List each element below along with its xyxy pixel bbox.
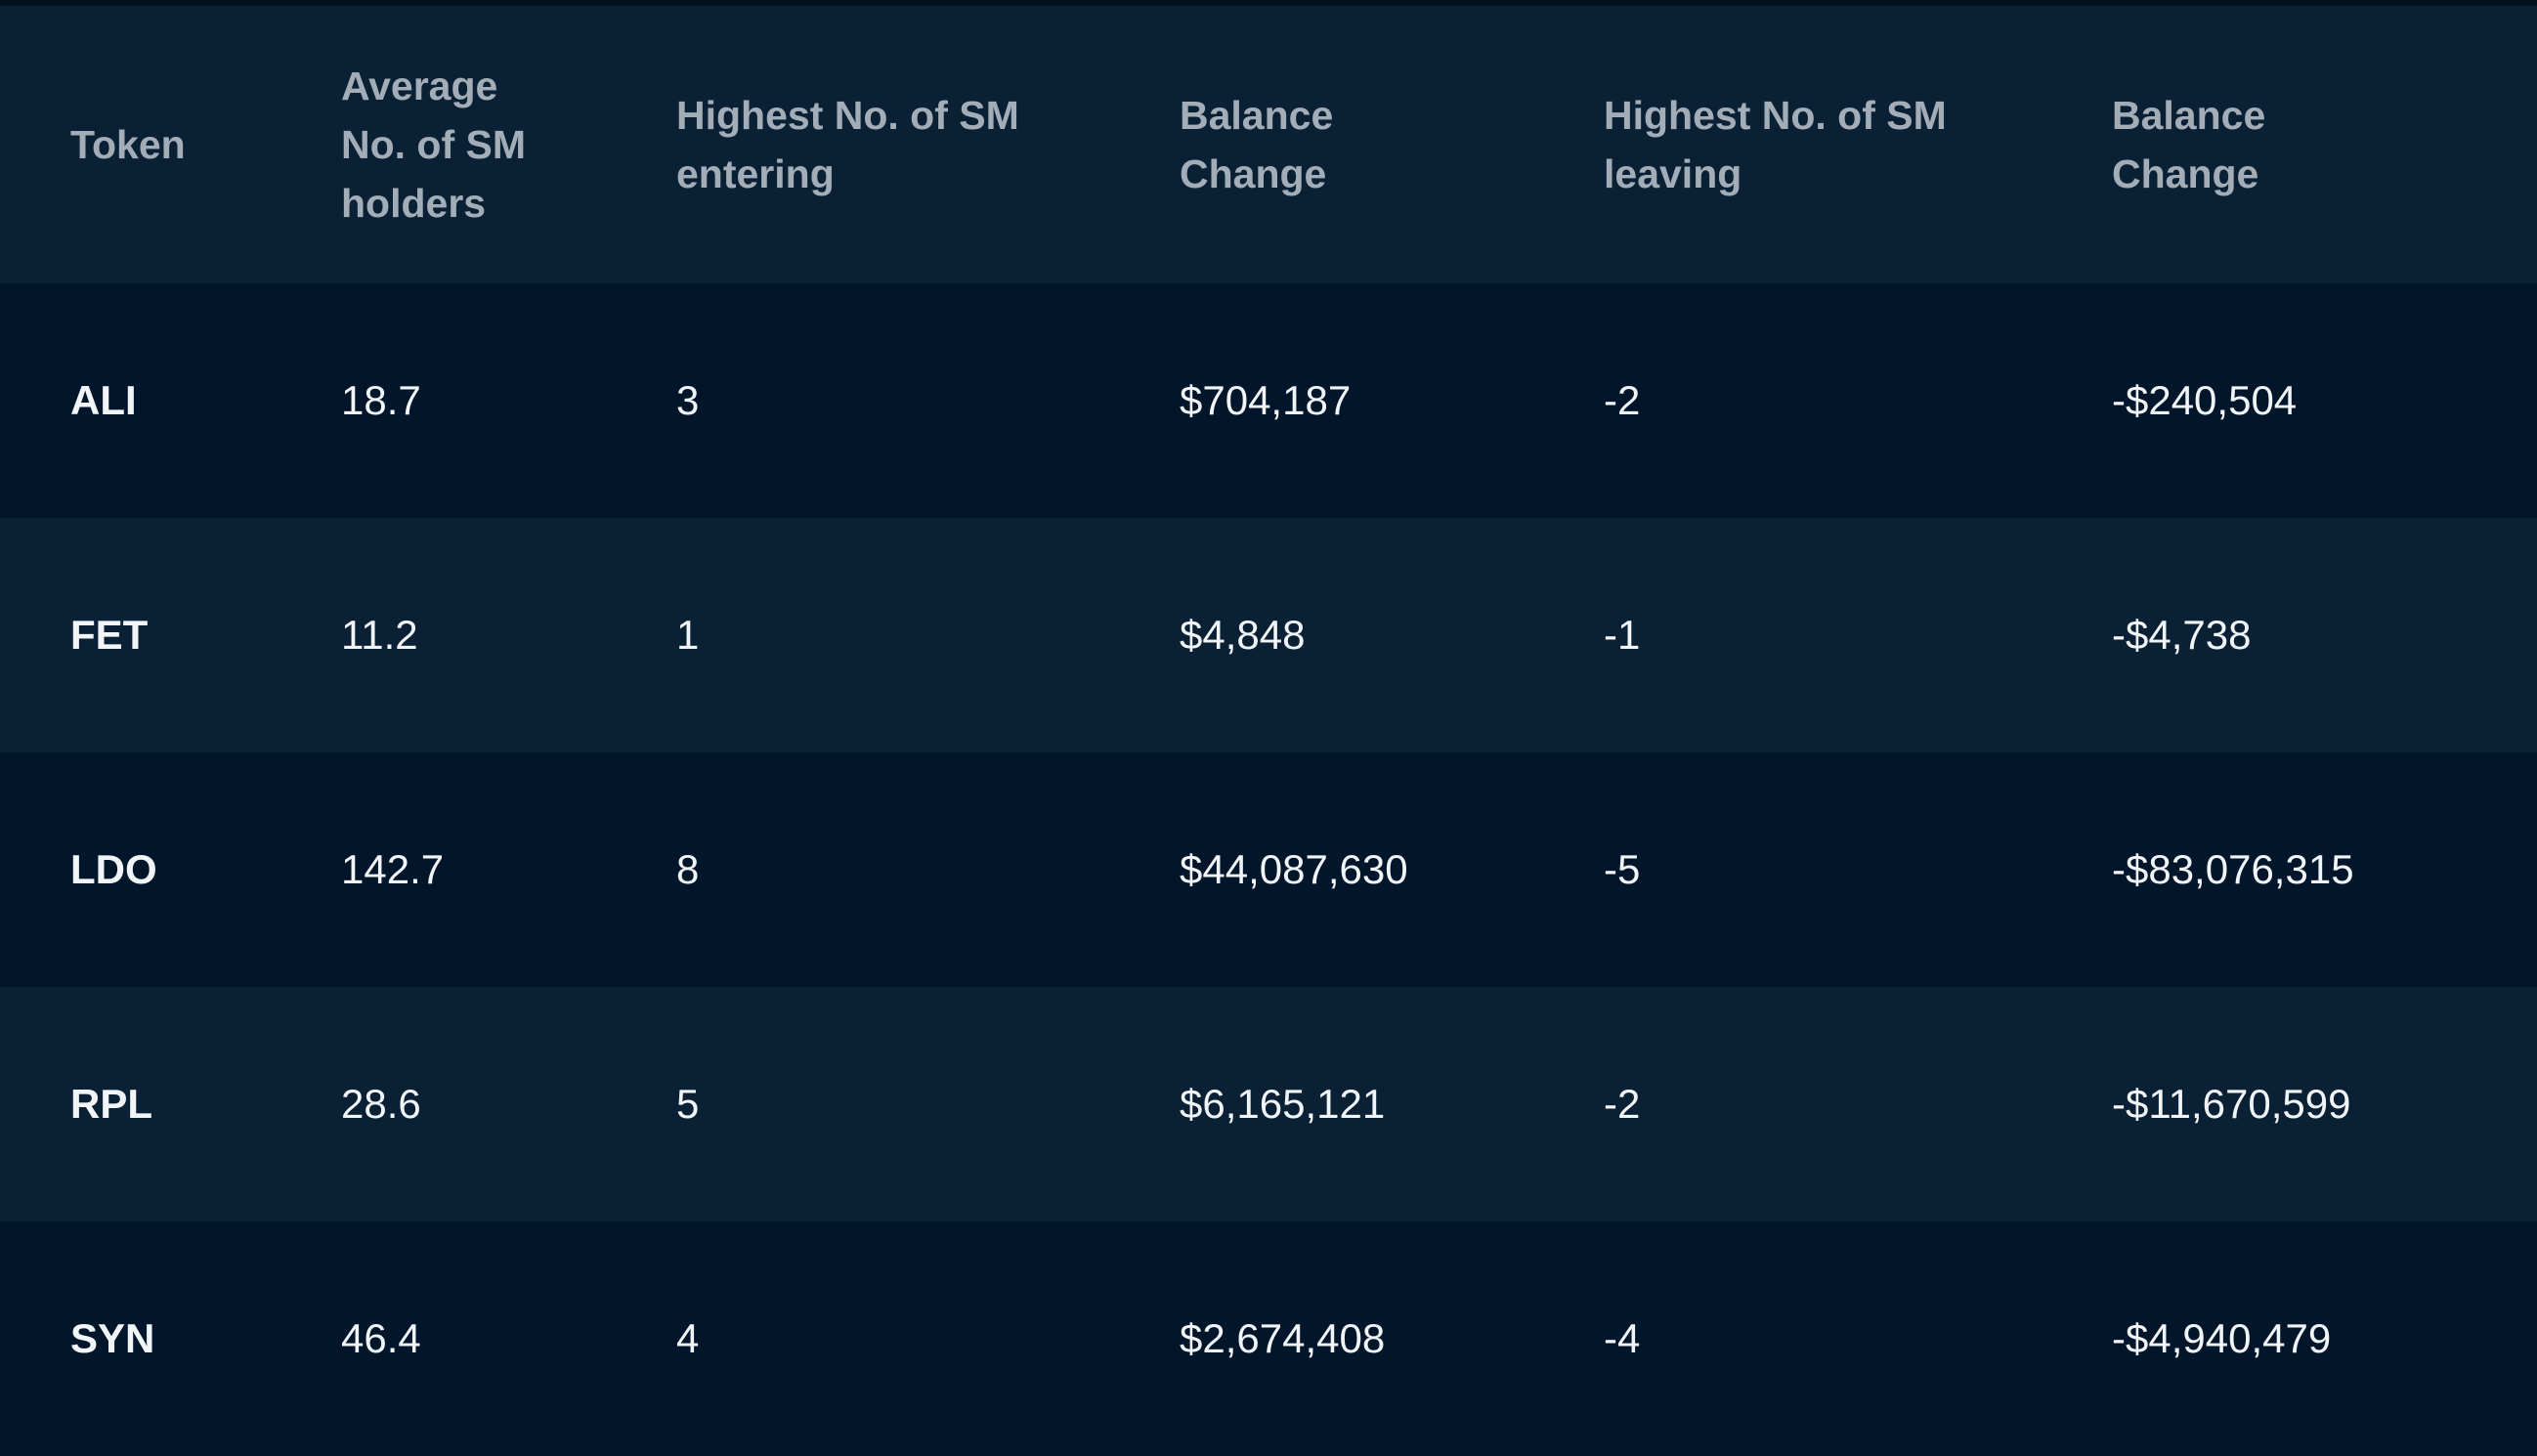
highest-leaving-cell: -2 <box>1604 377 1641 423</box>
top-border <box>0 0 2537 6</box>
header-highest-sm-entering: Highest No. of SM entering <box>676 93 1019 196</box>
highest-entering-cell: 4 <box>676 1315 700 1361</box>
highest-entering-cell: 5 <box>676 1081 700 1127</box>
highest-leaving-cell: -1 <box>1604 612 1641 658</box>
table-row: LDO 142.7 8 $44,087,630 -5 -$83,076,315 <box>0 752 2537 987</box>
table-row: ALI 18.7 3 $704,187 -2 -$240,504 <box>0 283 2537 518</box>
entering-balance-change-cell: $44,087,630 <box>1180 846 1408 892</box>
token-cell: LDO <box>70 846 157 892</box>
entering-balance-change-cell: $704,187 <box>1180 377 1352 423</box>
highest-leaving-cell: -5 <box>1604 846 1641 892</box>
leaving-balance-change-cell: -$4,940,479 <box>2112 1315 2332 1361</box>
header-balance-change-entering: Balance Change <box>1180 93 1334 196</box>
leaving-balance-change-cell: -$11,670,599 <box>2112 1081 2351 1127</box>
highest-entering-cell: 8 <box>676 846 700 892</box>
highest-entering-cell: 1 <box>676 612 700 658</box>
leaving-balance-change-cell: -$4,738 <box>2112 612 2252 658</box>
average-holders-cell: 18.7 <box>341 377 421 423</box>
highest-leaving-cell: -4 <box>1604 1315 1641 1361</box>
leaving-balance-change-cell: -$240,504 <box>2112 377 2298 423</box>
average-holders-cell: 11.2 <box>341 612 418 658</box>
highest-entering-cell: 3 <box>676 377 700 423</box>
token-cell: ALI <box>70 377 137 423</box>
entering-balance-change-cell: $4,848 <box>1180 612 1306 658</box>
token-cell: RPL <box>70 1081 152 1127</box>
table-row: RPL 28.6 5 $6,165,121 -2 -$11,670,599 <box>0 987 2537 1221</box>
highest-leaving-cell: -2 <box>1604 1081 1641 1127</box>
header-balance-change-leaving: Balance Change <box>2112 93 2266 196</box>
header-highest-sm-leaving: Highest No. of SM leaving <box>1604 93 1947 196</box>
token-cell: SYN <box>70 1315 155 1361</box>
average-holders-cell: 28.6 <box>341 1081 421 1127</box>
token-cell: FET <box>70 612 149 658</box>
header-token: Token <box>70 122 186 167</box>
average-holders-cell: 46.4 <box>341 1315 421 1361</box>
header-average-sm-holders: Average No. of SM holders <box>341 64 527 226</box>
table-row: SYN 46.4 4 $2,674,408 -4 -$4,940,479 <box>0 1221 2537 1456</box>
leaving-balance-change-cell: -$83,076,315 <box>2112 846 2354 892</box>
table-row: FET 11.2 1 $4,848 -1 -$4,738 <box>0 518 2537 752</box>
average-holders-cell: 142.7 <box>341 846 445 892</box>
entering-balance-change-cell: $2,674,408 <box>1180 1315 1386 1361</box>
entering-balance-change-cell: $6,165,121 <box>1180 1081 1386 1127</box>
table-header-row: Token Average No. of SM holders Highest … <box>0 6 2537 283</box>
smart-money-token-table: Token Average No. of SM holders Highest … <box>0 6 2537 1456</box>
